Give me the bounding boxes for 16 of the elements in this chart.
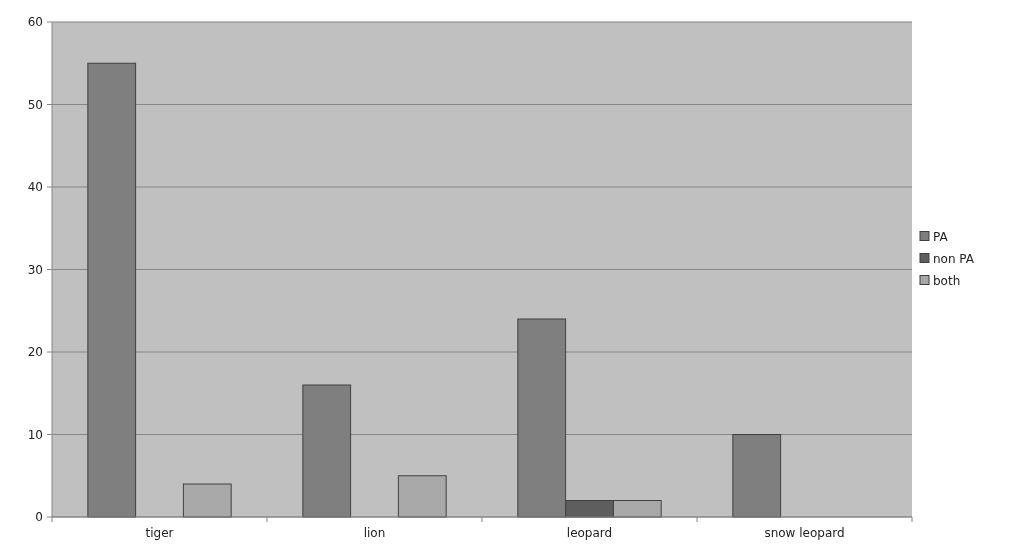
y-tick-label: 50: [27, 97, 43, 112]
y-tick-label: 60: [27, 15, 43, 30]
x-tick-label: snow leopard: [764, 526, 845, 540]
x-tick-label: leopard: [566, 526, 613, 540]
x-tick-label: lion: [363, 526, 386, 540]
y-tick-label: 30: [27, 262, 43, 277]
bar: [397, 475, 447, 518]
legend-label: both: [933, 273, 961, 288]
y-tick-label: 20: [27, 345, 43, 360]
legend-label: non PA: [933, 251, 975, 266]
bar: [182, 483, 232, 518]
x-tick-label: tiger: [145, 526, 174, 540]
legend-label: PA: [933, 229, 949, 244]
y-tick-label: 40: [27, 180, 43, 195]
y-tick-label: 10: [27, 427, 43, 442]
y-tick-label: 0: [35, 510, 43, 525]
